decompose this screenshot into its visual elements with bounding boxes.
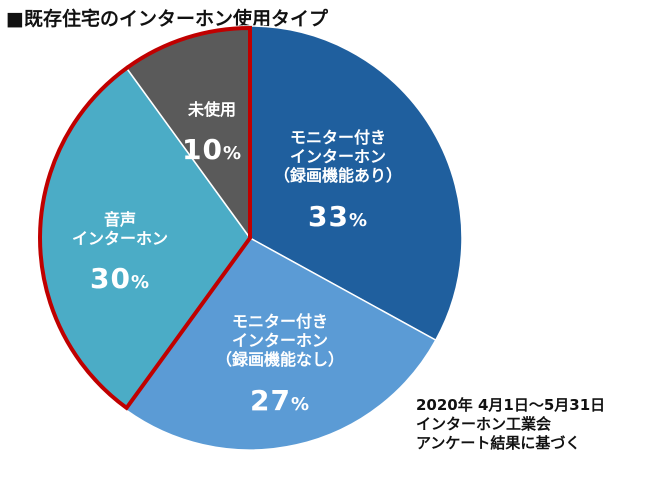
slice-monitor-recording-label: モニター付き インターホン （録画機能あり） 33% <box>274 128 402 233</box>
slice-percent: 33% <box>274 200 402 234</box>
slice-monitor-recording <box>249 25 463 342</box>
slice-name-line: モニター付き <box>289 128 387 147</box>
slice-monitor-no-recording <box>124 237 437 451</box>
slice-name-line: 未使用 <box>187 100 237 119</box>
slice-percent-value: 27 <box>249 383 291 417</box>
slice-name-line: （録画機能なし） <box>215 350 345 370</box>
slice-percent-suffix: % <box>348 209 369 231</box>
slice-name-line: インターホン <box>231 331 329 351</box>
slice-percent-suffix: % <box>130 272 151 294</box>
chart-title: ■既存住宅のインターホン使用タイプ <box>6 8 328 30</box>
source-note: 2020年 4月1日～5月31日 インターホン工業会 アンケート結果に基づく <box>416 396 605 452</box>
slice-percent-suffix: % <box>222 143 243 165</box>
slice-name-line: インターホン <box>71 229 169 249</box>
slice-percent-value: 30 <box>89 262 131 296</box>
slice-name-line: （録画機能あり） <box>273 166 403 186</box>
slice-name-line: インターホン <box>289 147 387 167</box>
slice-monitor-no-recording-label: モニター付き インターホン （録画機能なし） 27% <box>216 312 344 417</box>
highlight-outline <box>38 25 252 411</box>
slice-percent-value: 33 <box>307 199 349 233</box>
slice-audio-intercom-label: 音声 インターホン 30% <box>72 210 168 296</box>
slice-name-line: 音声 <box>103 210 137 229</box>
source-note-line-3: アンケート結果に基づく <box>416 433 581 452</box>
source-note-line-2: インターホン工業会 <box>416 414 552 433</box>
slice-unused-label: 未使用 10% <box>182 100 242 167</box>
source-note-line-1: 2020年 4月1日～5月31日 <box>416 396 606 414</box>
slice-percent: 30% <box>72 262 168 296</box>
slice-name-line: モニター付き <box>231 312 329 331</box>
slice-percent-value: 10 <box>181 133 223 167</box>
slice-percent-suffix: % <box>290 393 311 415</box>
slice-percent: 10% <box>182 133 242 167</box>
slice-percent: 27% <box>216 384 344 418</box>
